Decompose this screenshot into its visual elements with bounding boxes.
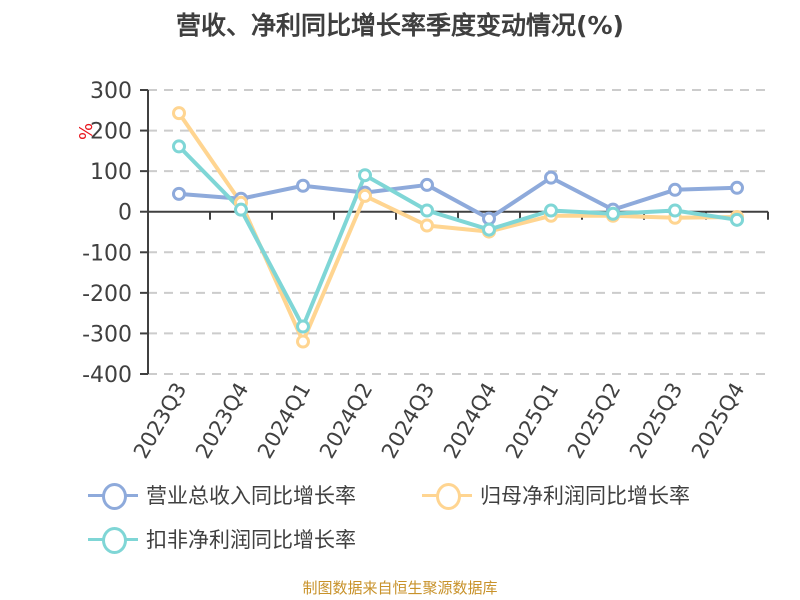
x-tick-label: 2023Q3 [129,379,191,463]
x-tick-label: 2025Q3 [625,379,687,463]
y-tick-label: 300 [90,79,132,104]
data-point[interactable] [482,222,496,237]
data-point[interactable] [172,186,186,201]
legend-marker-icon [422,480,472,510]
y-tick-label: -300 [82,322,132,347]
legend-marker-icon [88,480,138,510]
legend-item-deducted-net-profit[interactable]: 扣非净利润同比增长率 [88,522,356,556]
chart-title: 营收、净利同比增长率季度变动情况(%) [176,11,624,40]
data-point[interactable] [172,106,186,121]
x-tick-label: 2025Q1 [501,379,563,463]
series-line [177,111,738,344]
data-point[interactable] [544,170,558,185]
x-axis-ticks: 2023Q3 2023Q4 2024Q1 2024Q2 2024Q3 2024Q4 2025… [129,211,769,463]
data-point[interactable] [730,212,744,227]
legend-label: 营业总收入同比增长率 [146,484,356,508]
y-tick-label: 0 [118,201,132,226]
data-point[interactable] [482,211,496,226]
legend-marker-icon [88,524,138,554]
data-source-footer: 制图数据来自恒生聚源数据库 [302,579,498,597]
data-point[interactable] [730,180,744,195]
y-tick-label: -400 [82,363,132,388]
legend-item-net-profit[interactable]: 归母净利润同比增长率 [422,478,690,512]
x-tick-label: 2024Q2 [315,379,377,463]
data-point[interactable] [296,319,310,334]
x-tick-label: 2023Q4 [191,379,253,463]
y-tick-label: 200 [90,120,132,145]
data-point[interactable] [420,177,434,192]
grid-lines [148,89,768,375]
legend-label: 归母净利润同比增长率 [480,484,690,508]
legend-label: 扣非净利润同比增长率 [146,528,356,552]
series-lines [172,106,744,349]
x-tick-label: 2025Q4 [687,379,749,463]
data-point[interactable] [606,206,620,221]
data-point[interactable] [358,188,372,203]
x-tick-label: 2025Q2 [563,379,625,463]
y-tick-label: -200 [82,282,132,307]
series-line [178,175,738,221]
data-point[interactable] [544,203,558,218]
data-point[interactable] [420,203,434,218]
x-tick-label: 2024Q3 [377,379,439,463]
series-line [177,144,738,329]
y-axis-unit-label: % [76,123,97,140]
data-point[interactable] [234,202,248,217]
axes [147,90,768,374]
y-axis-ticks: 300 200 100 0 -100 -200 -300 -400 [82,79,148,388]
data-point[interactable] [668,203,682,218]
legend-item-revenue[interactable]: 营业总收入同比增长率 [88,478,356,512]
data-point[interactable] [668,182,682,197]
y-tick-label: 100 [90,160,132,185]
data-point[interactable] [172,139,186,154]
y-tick-label: -100 [82,241,132,266]
data-point[interactable] [296,334,310,349]
x-tick-label: 2024Q4 [439,379,501,463]
x-tick-label: 2024Q1 [253,379,315,463]
data-point[interactable] [420,218,434,233]
data-point[interactable] [358,168,372,183]
data-point[interactable] [296,178,310,193]
